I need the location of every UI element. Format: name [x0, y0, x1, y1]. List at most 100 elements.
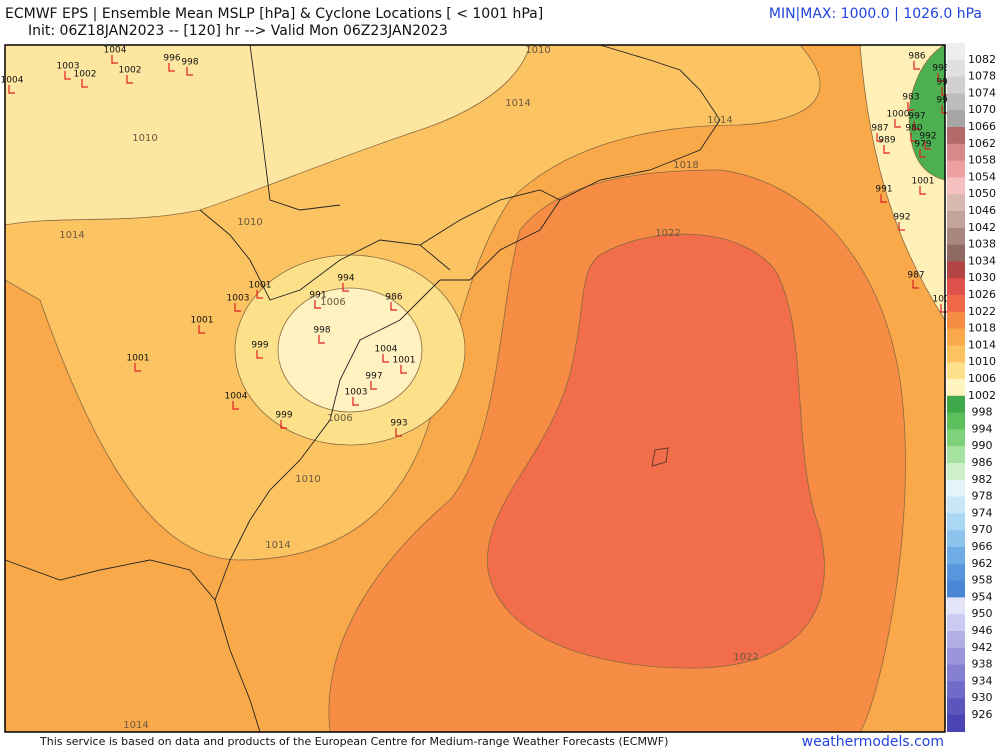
contour-label: 1022: [655, 228, 680, 239]
colorbar-label: 1038: [968, 238, 996, 251]
cyclone-label: 993: [932, 64, 949, 74]
colorbar-label: 1026: [968, 288, 996, 301]
colorbar-band: [947, 647, 965, 666]
colorbar-band: [947, 631, 965, 649]
cyclone-marker: [280, 420, 287, 429]
colorbar-label: 1058: [968, 154, 996, 167]
cyclone-marker: [342, 283, 349, 292]
colorbar-label: 934: [972, 674, 993, 687]
colorbar-band: [947, 513, 965, 531]
colorbar-label: 1030: [968, 271, 996, 284]
contour-label: 1014: [505, 98, 530, 109]
cyclone-marker: [8, 85, 15, 94]
cyclone-marker: [352, 397, 359, 406]
colorbar-label: 1034: [968, 254, 996, 267]
cyclone-label: 993: [390, 419, 407, 429]
contour-label: 1010: [295, 474, 320, 485]
cyclone-label: 979: [914, 140, 931, 150]
cyclone-label: 999: [275, 411, 292, 421]
colorbar-band: [947, 563, 965, 582]
cyclone-marker: [913, 61, 920, 70]
colorbar-band: [947, 93, 965, 111]
cyclone-label: 991: [875, 185, 892, 195]
colorbar-band: [947, 496, 965, 514]
cyclone-label: 983: [902, 93, 919, 103]
colorbar-label: 1082: [968, 53, 996, 66]
colorbar-band: [947, 379, 965, 397]
cyclone-marker: [232, 401, 239, 410]
colorbar-band: [947, 160, 965, 178]
colorbar-band: [947, 580, 965, 598]
contour-label: 1010: [237, 217, 262, 228]
colorbar-label: 1010: [968, 355, 996, 368]
cyclone-label: 989: [878, 136, 895, 146]
colorbar-label: 1002: [968, 389, 996, 402]
cyclone-marker: [912, 280, 919, 289]
colorbar-label: 1046: [968, 204, 996, 217]
title: ECMWF EPS | Ensemble Mean MSLP [hPa] & C…: [5, 6, 543, 22]
colorbar-label: 986: [972, 456, 993, 469]
cyclone-label: 994: [337, 274, 354, 284]
cyclone-label: 987: [907, 271, 924, 281]
contour-label: 1006: [327, 413, 352, 424]
colorbar-label: 1018: [968, 322, 996, 335]
colorbar-band: [947, 446, 965, 464]
cyclone-label: 998: [313, 326, 330, 336]
colorbar-band: [947, 664, 965, 682]
contour-label: 1018: [673, 160, 698, 171]
cyclone-marker: [907, 102, 914, 111]
cyclone-label: 987: [871, 124, 888, 134]
colorbar-band: [947, 76, 965, 94]
cyclone-label: 1001: [191, 316, 214, 326]
cyclone-label: 997: [365, 372, 382, 382]
cyclone-marker: [370, 381, 377, 390]
colorbar-label: 954: [972, 590, 993, 603]
colorbar-band: [947, 261, 965, 279]
colorbar-band: [947, 345, 965, 363]
colorbar-band: [947, 479, 965, 498]
cyclone-label: 986: [385, 293, 402, 303]
region-1006: [4, 44, 531, 226]
contour-label: 1010: [132, 133, 157, 144]
cyclone-label: 992: [893, 213, 910, 223]
colorbar-label: 1078: [968, 70, 996, 83]
cyclone-marker: [382, 354, 389, 363]
colorbar-band: [947, 698, 965, 716]
cyclone-marker: [880, 194, 887, 203]
cyclone-label: 1004: [1, 76, 24, 86]
colorbar-band: [947, 429, 965, 447]
colorbar-label: 1066: [968, 120, 996, 133]
colorbar-label: 994: [972, 422, 993, 435]
cyclone-marker: [314, 300, 321, 309]
cyclone-marker: [395, 428, 402, 437]
cyclone-marker: [256, 350, 263, 359]
colorbar-label: 990: [972, 439, 993, 452]
colorbar-band: [947, 614, 965, 632]
cyclone-label: 1004: [225, 392, 248, 402]
colorbar-band: [947, 295, 965, 313]
cyclone-marker: [318, 335, 325, 344]
cyclone-marker: [168, 63, 175, 72]
colorbar-label: 962: [972, 557, 993, 570]
map-border: [4, 44, 946, 733]
cyclone-marker: [913, 121, 920, 130]
colorbar-band: [947, 177, 965, 195]
colorbar-label: 974: [972, 506, 993, 519]
colorbar-band: [947, 412, 965, 430]
cyclone-label: 998: [181, 58, 198, 68]
cyclone-marker: [111, 55, 118, 64]
contour-label: 1006: [320, 297, 345, 308]
colorbar-label: 946: [972, 624, 993, 637]
cyclone-marker: [898, 222, 905, 231]
cyclone-marker: [919, 186, 926, 195]
colorbar-band: [947, 530, 965, 548]
cyclone-label: 1003: [57, 62, 80, 72]
colorbar-band: [947, 597, 965, 615]
colorbar-band: [947, 143, 965, 162]
cyclone-marker: [941, 105, 948, 114]
colorbar-band: [947, 463, 965, 481]
colorbar-band: [947, 127, 965, 145]
contour-label: 1010: [525, 45, 550, 56]
cyclone-marker: [186, 67, 193, 76]
